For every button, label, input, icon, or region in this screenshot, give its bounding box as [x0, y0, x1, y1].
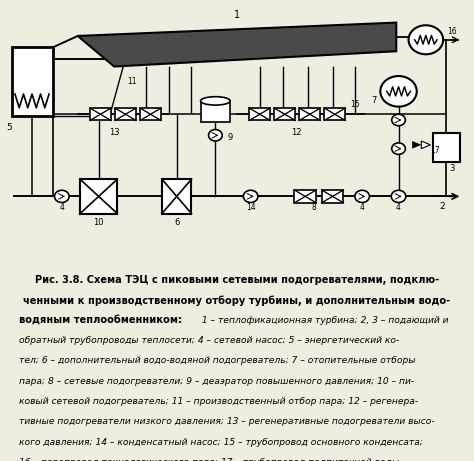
Text: 14: 14 [246, 202, 255, 212]
Bar [294, 190, 316, 203]
Text: обратный трубопроводы теплосети; 4 – сетевой насос; 5 – энергетический ко-: обратный трубопроводы теплосети; 4 – сет… [19, 336, 399, 345]
Text: 11: 11 [128, 77, 137, 86]
Bar [140, 108, 161, 120]
Bar [274, 108, 295, 120]
Text: 8: 8 [312, 202, 317, 212]
Bar [115, 108, 136, 120]
Text: тивные подогреватели низкого давления; 13 – регенеративные подогреватели высо-: тивные подогреватели низкого давления; 1… [19, 418, 435, 426]
Bar [300, 108, 320, 120]
Circle shape [243, 190, 258, 202]
Circle shape [392, 114, 405, 126]
Text: 3: 3 [449, 165, 455, 173]
Text: 4: 4 [396, 202, 401, 212]
Text: 9: 9 [228, 133, 233, 142]
Text: 10: 10 [93, 218, 104, 227]
Text: 7: 7 [371, 96, 376, 106]
Text: водяным теплообменником:: водяным теплообменником: [19, 316, 182, 326]
Circle shape [209, 130, 222, 141]
Bar [249, 108, 270, 120]
Text: 5: 5 [7, 123, 12, 132]
Text: 12: 12 [291, 128, 301, 137]
Circle shape [55, 190, 69, 202]
Polygon shape [78, 23, 396, 66]
Circle shape [391, 190, 406, 202]
Bar [433, 133, 460, 162]
Bar [90, 108, 111, 120]
Text: 13: 13 [109, 128, 119, 137]
Bar [322, 190, 344, 203]
Text: пара; 8 – сетевые подогреватели; 9 – деаэратор повышенного давления; 10 – пи-: пара; 8 – сетевые подогреватели; 9 – деа… [19, 377, 414, 386]
Text: 1 – теплофикационная турбина; 2, 3 – подающий и: 1 – теплофикационная турбина; 2, 3 – под… [199, 316, 448, 325]
Text: 15: 15 [350, 100, 360, 109]
Text: 6: 6 [174, 218, 180, 227]
Text: 4: 4 [360, 202, 365, 212]
Text: 4: 4 [59, 202, 64, 212]
Text: ченными к производственному отбору турбины, и дополнительным водо-: ченными к производственному отбору турби… [23, 296, 451, 306]
Ellipse shape [201, 97, 230, 105]
Polygon shape [421, 141, 430, 148]
Text: 17: 17 [430, 146, 440, 155]
Text: кого давления; 14 – конденсатный насос; 15 – трубопровод основного конденсата;: кого давления; 14 – конденсатный насос; … [19, 438, 423, 447]
Bar [201, 101, 230, 122]
Bar [324, 108, 345, 120]
Circle shape [392, 143, 405, 154]
Bar [162, 179, 191, 213]
Text: 1: 1 [234, 10, 240, 20]
Circle shape [380, 76, 417, 106]
Bar [80, 179, 118, 213]
Circle shape [409, 25, 443, 54]
Text: 16: 16 [447, 27, 456, 36]
Text: 2: 2 [439, 202, 445, 211]
Text: ковый сетевой подогреватель; 11 – производственный отбор пара; 12 – регенера-: ковый сетевой подогреватель; 11 – произв… [19, 397, 418, 406]
Bar [12, 47, 53, 116]
Text: Рис. 3.8. Схема ТЭЦ с пиковыми сетевыми подогревателями, подклю-: Рис. 3.8. Схема ТЭЦ с пиковыми сетевыми … [35, 275, 439, 285]
Circle shape [355, 190, 369, 202]
Polygon shape [412, 141, 421, 148]
Text: тел; 6 – дополнительный водо-водяной подогреватель; 7 – отопительные отборы: тел; 6 – дополнительный водо-водяной под… [19, 356, 415, 366]
Text: 16 – паропровод технологического пара; 17 – трубопровод подпиточной воды: 16 – паропровод технологического пара; 1… [19, 458, 399, 461]
